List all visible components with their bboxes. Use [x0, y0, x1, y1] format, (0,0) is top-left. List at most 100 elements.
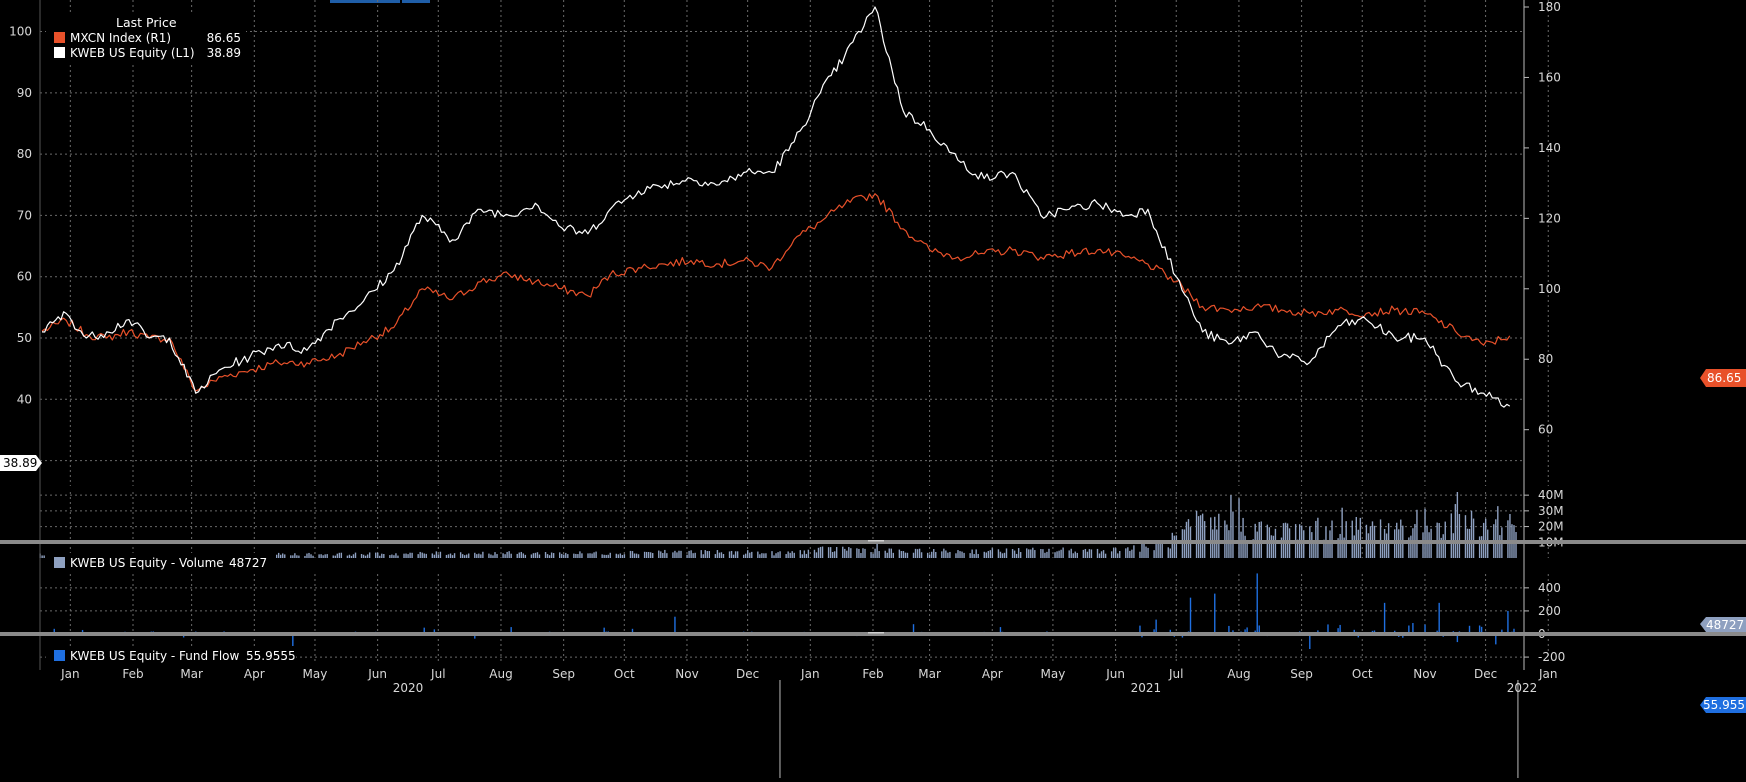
volume-bar — [935, 551, 937, 558]
volume-bar — [391, 554, 393, 558]
volume-bar — [334, 555, 336, 558]
x-tick-label: Mar — [918, 667, 941, 681]
volume-bar — [1353, 535, 1355, 558]
volume-bar — [298, 555, 300, 558]
series-line-mxcn — [41, 193, 1511, 392]
volume-bar — [987, 550, 990, 558]
panel-divider-price-volume[interactable] — [0, 540, 1746, 544]
y-flow-tick-label: 400 — [1538, 581, 1561, 595]
volume-bar — [1355, 516, 1357, 558]
volume-bar — [1499, 535, 1501, 558]
volume-bar — [559, 552, 561, 558]
volume-bar — [708, 551, 711, 558]
volume-bar — [1507, 520, 1509, 558]
y-volume-tick-label: 40M — [1538, 488, 1564, 502]
volume-bar — [1117, 553, 1119, 558]
volume-bar — [1147, 547, 1149, 558]
volume-bar — [615, 553, 618, 558]
volume-bar — [1260, 521, 1262, 558]
legend-swatch-volume — [54, 557, 65, 568]
volume-bar — [524, 554, 527, 558]
volume-bar — [973, 554, 975, 558]
flow-bar — [603, 627, 605, 634]
volume-bar — [1416, 509, 1418, 558]
tag-shape — [1700, 369, 1746, 387]
legend-swatch-kweb — [54, 47, 65, 58]
volume-bar — [1509, 514, 1511, 558]
divider-grip[interactable] — [868, 632, 884, 634]
volume-bar — [492, 555, 494, 558]
volume-bar — [747, 550, 749, 558]
volume-bar — [366, 554, 369, 558]
x-year-label: 2021 — [1131, 681, 1162, 695]
flow-bar — [1339, 624, 1341, 634]
x-tick-label: Aug — [1227, 667, 1250, 681]
volume-bar — [1331, 520, 1333, 558]
volume-bar — [734, 551, 737, 558]
volume-bar — [520, 551, 522, 558]
volume-bar — [1096, 548, 1099, 558]
volume-bar — [277, 552, 280, 558]
flow-bar — [1383, 602, 1386, 634]
volume-bar — [1068, 550, 1070, 558]
volume-bar — [931, 551, 933, 558]
volume-bar — [1104, 553, 1107, 558]
volume-bar — [652, 553, 654, 558]
volume-bar — [745, 553, 747, 558]
volume-bar — [1112, 547, 1115, 558]
volume-bar — [1381, 540, 1384, 558]
volume-bar — [1011, 549, 1014, 558]
volume-bar — [1072, 553, 1074, 558]
volume-bar — [1232, 511, 1234, 558]
volume-bar — [799, 550, 801, 558]
volume-bar — [1197, 516, 1200, 558]
x-tick-label: Feb — [122, 667, 143, 681]
volume-bar — [346, 555, 349, 558]
volume-bar — [1086, 551, 1089, 558]
volume-bar — [522, 553, 525, 558]
volume-bar — [749, 552, 751, 558]
volume-bar — [635, 553, 638, 558]
volume-bar — [296, 555, 298, 558]
volume-bar — [819, 546, 822, 558]
volume-bar — [463, 555, 466, 558]
volume-bar — [1329, 530, 1331, 558]
volume-bar — [975, 549, 977, 558]
volume-bar — [397, 555, 399, 558]
divider-grip[interactable] — [868, 540, 884, 542]
volume-bar — [1046, 551, 1048, 558]
volume-bar — [906, 552, 909, 558]
volume-bar — [1242, 517, 1244, 558]
left-last-price-tag: 38.89 — [0, 455, 42, 471]
y-right-tick-label: 120 — [1538, 211, 1561, 225]
flow-bar — [1153, 629, 1155, 634]
volume-bar — [785, 554, 787, 558]
volume-bar — [957, 550, 959, 558]
volume-bar — [997, 549, 1000, 558]
volume-bar — [1345, 521, 1347, 558]
flow-bar — [1353, 629, 1355, 634]
volume-bar — [461, 554, 464, 558]
volume-bar — [1339, 533, 1341, 558]
x-tick-label: Jan — [60, 667, 80, 681]
volume-bar — [326, 554, 328, 558]
legend-background — [46, 646, 296, 666]
volume-bar — [821, 546, 824, 558]
flow-bar — [1408, 625, 1410, 634]
volume-bar — [1444, 521, 1446, 558]
volume-bar — [1296, 539, 1299, 558]
volume-bar — [918, 548, 921, 558]
panel-divider-volume-flow[interactable] — [0, 632, 1746, 636]
volume-bar — [714, 554, 717, 558]
volume-bar — [872, 553, 874, 558]
volume-bar — [449, 553, 452, 558]
volume-bar — [647, 551, 650, 558]
volume-bar — [1323, 539, 1325, 558]
volume-bar — [858, 548, 860, 558]
x-tick-label: Dec — [736, 667, 759, 681]
volume-bar — [926, 552, 929, 558]
volume-bar — [565, 552, 567, 558]
volume-bar — [306, 553, 308, 558]
flow-bar — [1424, 624, 1426, 634]
